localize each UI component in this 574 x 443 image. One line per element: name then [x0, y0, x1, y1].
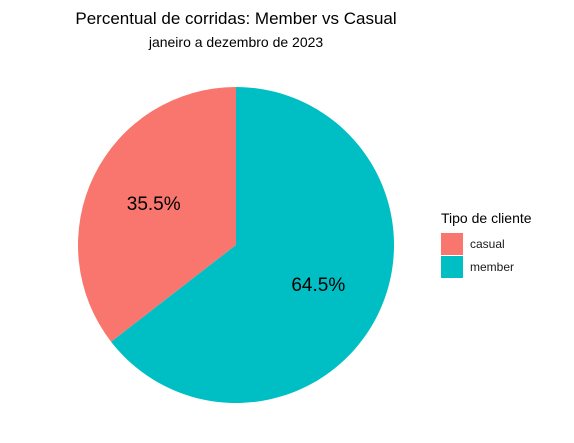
legend-title: Tipo de cliente [441, 210, 532, 226]
pie-slice-member [111, 87, 395, 403]
legend-swatch-member [441, 256, 463, 278]
legend-label-member: member [470, 260, 514, 274]
legend-label-casual: casual [470, 237, 505, 251]
chart-title: Percentual de corridas: Member vs Casual [75, 9, 396, 28]
legend-swatch-casual [441, 233, 463, 255]
legend: Tipo de cliente casual member [441, 210, 532, 278]
chart-subtitle: janeiro a dezembro de 2023 [148, 34, 324, 50]
pie-slices [78, 87, 395, 403]
pie-slice-casual [78, 87, 237, 342]
legend-entries: casual member [441, 233, 514, 278]
pie-slice-labels: 35.5% 64.5% [127, 194, 346, 296]
slice-label-casual: 35.5% [127, 194, 181, 215]
slice-label-member: 64.5% [291, 275, 345, 296]
